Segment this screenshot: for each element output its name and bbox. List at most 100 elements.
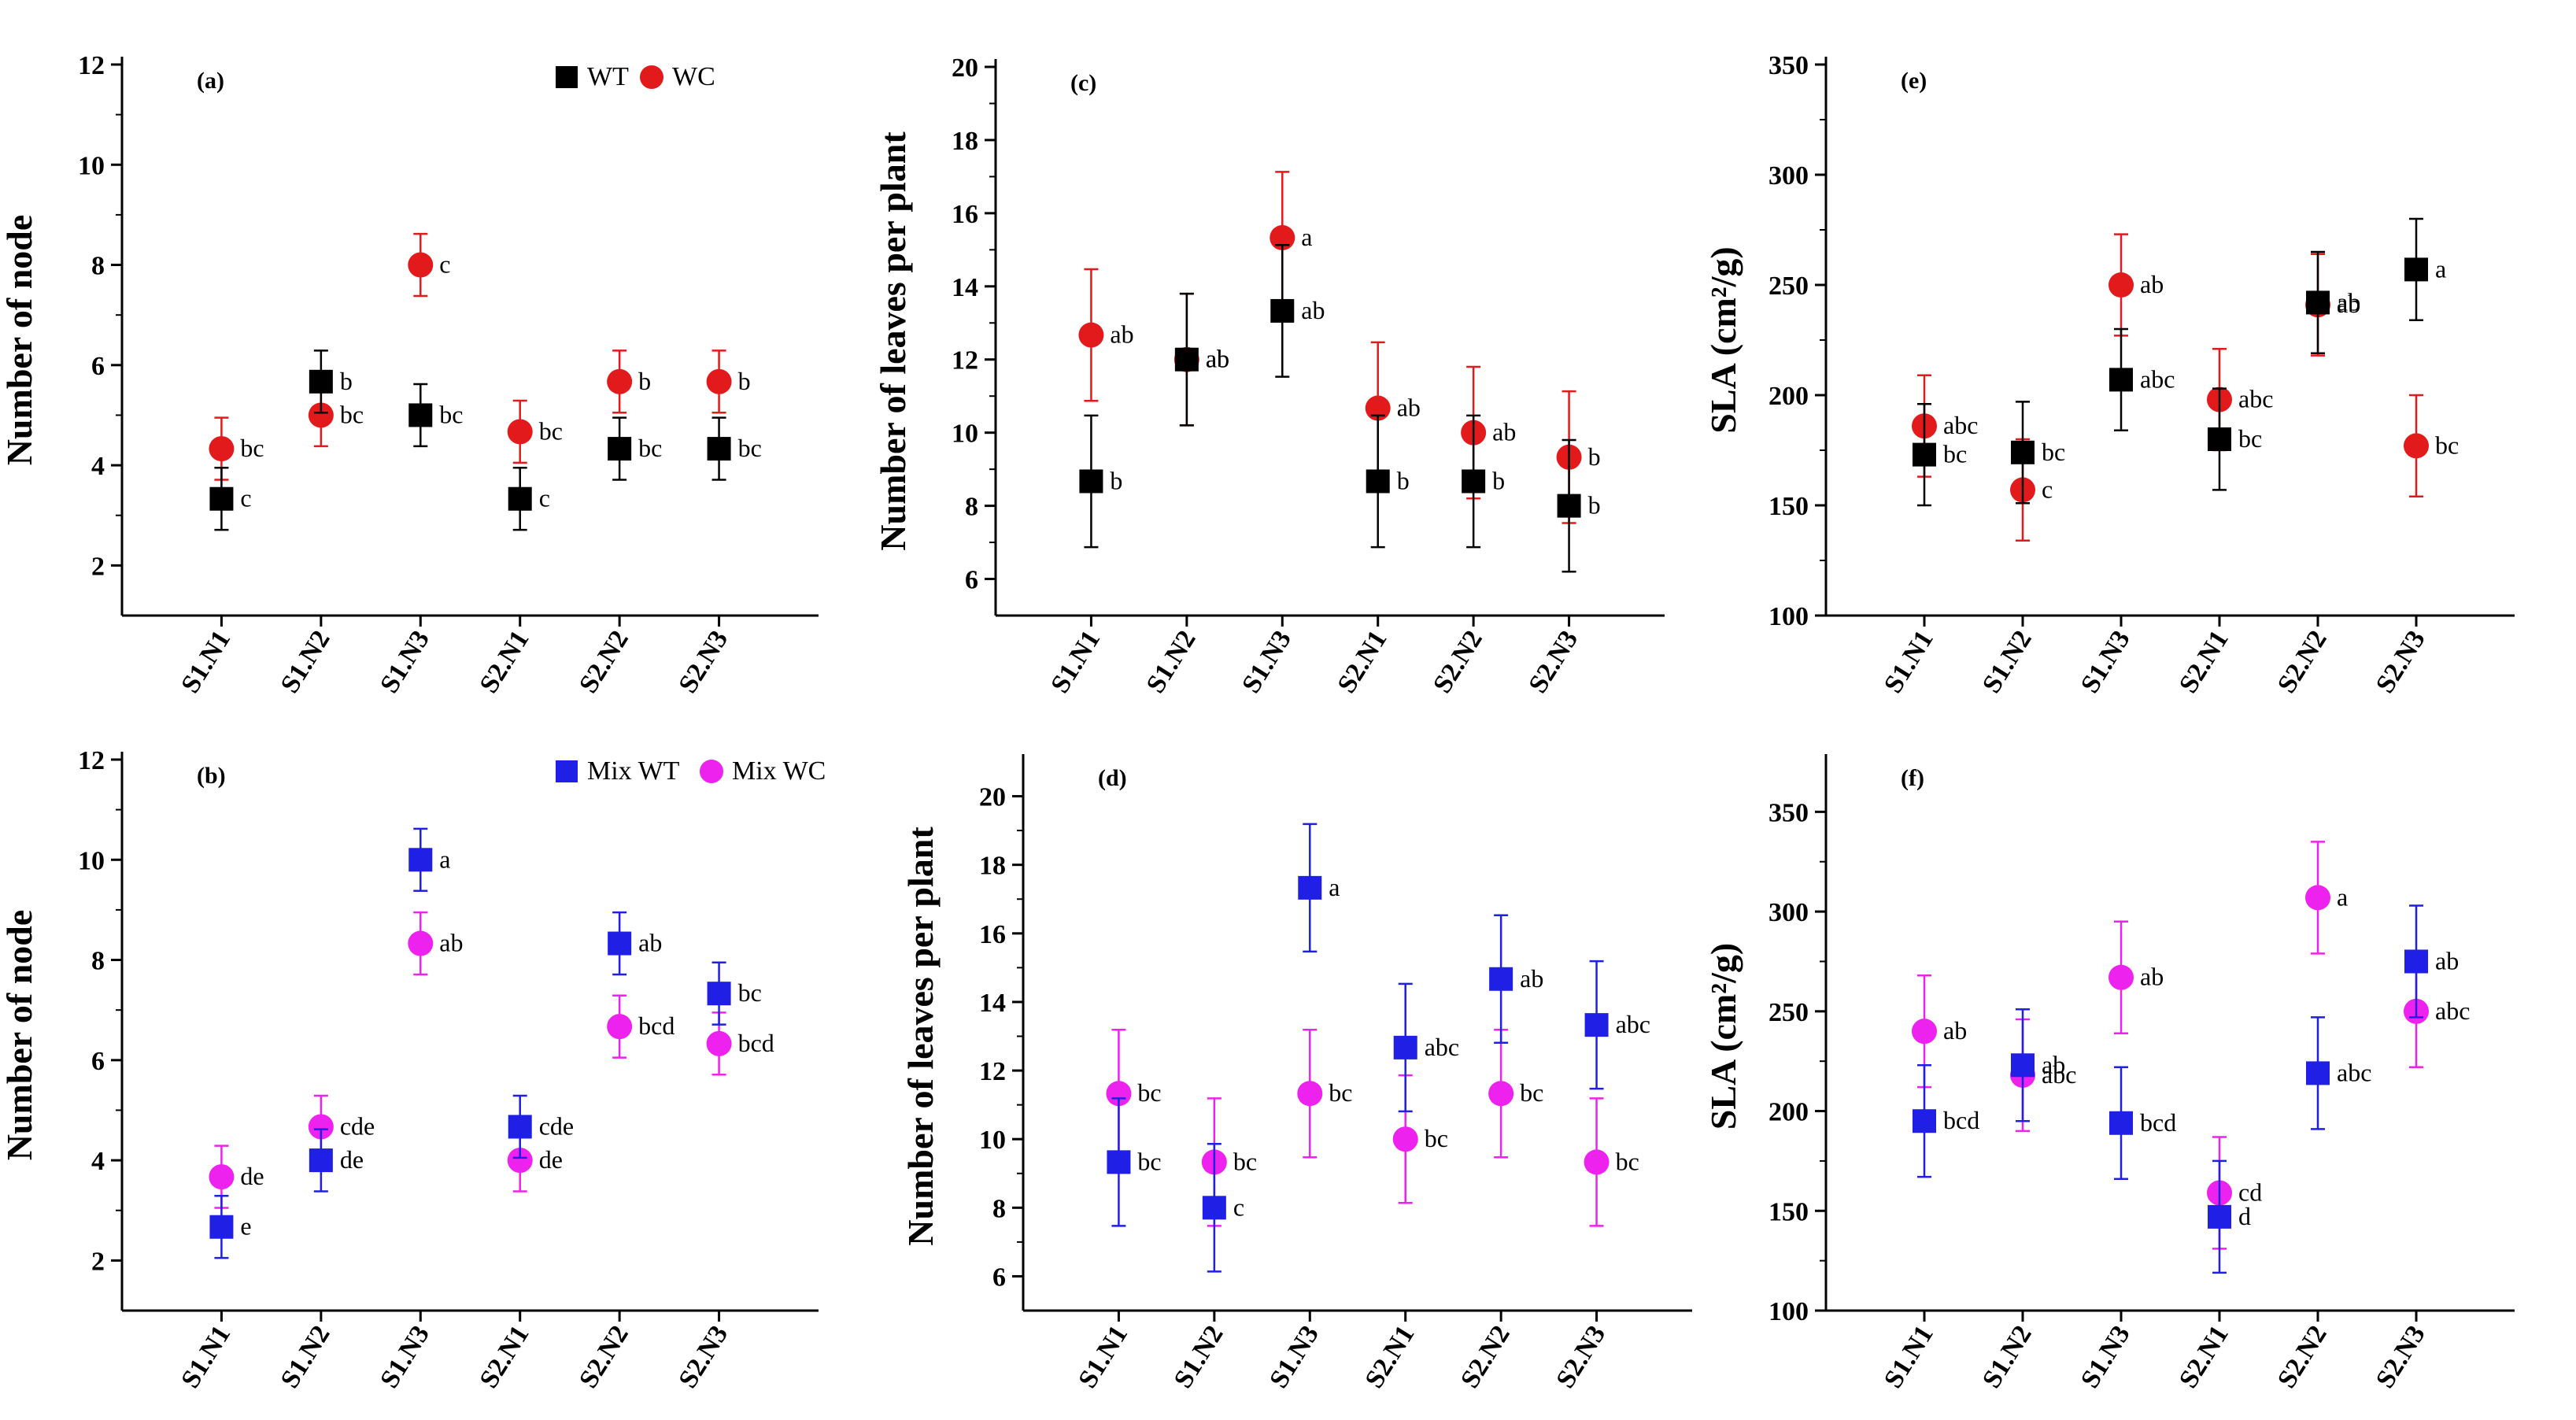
significance-letter: bc (2435, 431, 2459, 459)
x-tick-label: S2.N1 (475, 626, 535, 699)
panel-label: (f) (1901, 765, 1924, 791)
significance-letter: ab (2140, 963, 2164, 991)
x-tick-label: S2.N2 (2272, 1321, 2333, 1394)
data-point-circle (1106, 1081, 1132, 1107)
y-tick-label: 10 (78, 151, 105, 180)
legend-entry: Mix WC (732, 756, 826, 786)
data-point-square (1270, 298, 1295, 323)
legend-marker-circle (640, 65, 663, 89)
data-point-circle (1392, 1126, 1418, 1152)
significance-letter: bcd (738, 1029, 774, 1057)
significance-letter: ab (1492, 418, 1516, 446)
significance-letter: abc (1943, 411, 1978, 439)
x-tick-label: S1.N3 (2075, 626, 2136, 699)
y-tick-label: 10 (979, 1126, 1006, 1155)
data-point-square (2404, 257, 2428, 282)
significance-letter: bc (1137, 1147, 1161, 1175)
x-tick-label: S2.N2 (2272, 626, 2333, 699)
significance-letter: abc (1616, 1010, 1650, 1038)
significance-letter: cde (340, 1111, 375, 1140)
panel-e: 100 150 200 250 300 350 S1.N1 S1.N2 S1.N3 S2.N1 S2… (1703, 51, 2515, 698)
data-point-circle (408, 252, 434, 278)
y-tick-label: 16 (952, 200, 978, 229)
x-tick-label: S2.N1 (1360, 1321, 1421, 1394)
significance-letter: ab (1520, 964, 1543, 993)
data-point-circle (1270, 224, 1295, 250)
y-axis-label: SLA (cm²/g) (1703, 943, 1743, 1130)
y-tick-label: 18 (952, 127, 978, 156)
data-point-circle (507, 419, 533, 445)
y-tick-label: 16 (979, 920, 1006, 949)
data-point-circle (607, 1014, 633, 1040)
significance-letter: ab (1206, 345, 1229, 373)
data-point-circle (706, 1030, 732, 1056)
data-point-circle (308, 402, 334, 428)
significance-letter: c (2042, 475, 2053, 503)
data-point-circle (1078, 322, 1104, 348)
significance-letter: cde (539, 1111, 574, 1140)
significance-letter: abc (2238, 385, 2273, 413)
panel-b: 2 4 6 8 10 12 S1.N1 S1.N2 S1.N3 S2.N1 S2.N2 S2.N3 Nu… (0, 746, 826, 1393)
data-point-square (1202, 1196, 1226, 1220)
x-tick-label: S1.N1 (176, 626, 236, 699)
panel-label: (e) (1901, 68, 1927, 94)
y-tick-label: 12 (952, 346, 978, 375)
significance-letter: b (1397, 466, 1410, 494)
panel-label: (d) (1098, 765, 1127, 791)
data-point-circle (706, 368, 732, 394)
data-point-square (309, 1148, 333, 1173)
y-tick-label: 6 (91, 352, 105, 381)
legend-entry: Mix WT (587, 756, 680, 786)
significance-letter: abc (2337, 1058, 2371, 1086)
data-point-square (209, 486, 234, 511)
significance-letter: ab (1301, 296, 1325, 324)
data-point-circle (2404, 433, 2429, 459)
significance-letter: bc (340, 400, 364, 428)
data-point-circle (2108, 272, 2134, 298)
data-point-square (209, 1215, 234, 1239)
x-tick-label: S1.N3 (1264, 1321, 1325, 1394)
significance-letter: bc (1616, 1147, 1639, 1175)
y-tick-label: 100 (1768, 1297, 1809, 1326)
y-tick-label: 200 (1768, 1098, 1809, 1127)
x-tick-label: S2.N1 (1332, 626, 1393, 699)
data-point-square (2109, 368, 2133, 392)
significance-letter: ab (439, 929, 463, 957)
x-tick-label: S2.N3 (2371, 626, 2431, 699)
significance-letter: ab (2435, 946, 2459, 974)
legend-entry: WT (587, 62, 629, 91)
significance-letter: ab (1206, 345, 1229, 373)
data-point-circle (209, 436, 235, 462)
significance-letter: c (439, 250, 450, 279)
y-tick-label: 4 (91, 1147, 105, 1176)
data-point-square (1079, 469, 1103, 494)
data-point-circle (1488, 1081, 1514, 1107)
panel-f: 100 150 200 250 300 350 S1.N1 S1.N2 S1.N3 S2.N1 S2… (1703, 754, 2515, 1393)
significance-letter: bcd (1943, 1106, 1979, 1134)
panel-c: 6 8 10 12 14 16 18 20 S1.N1 S1.N2 S1.N3 S2.N1 S2.N2 S… (873, 54, 1665, 698)
data-point-square (2306, 1061, 2330, 1085)
y-axis-label: SLA (cm²/g) (1703, 246, 1743, 433)
y-tick-label: 12 (78, 746, 105, 775)
significance-letter: abc (2140, 364, 2175, 393)
y-tick-label: 350 (1768, 51, 1809, 80)
significance-letter: bc (1233, 1147, 1257, 1175)
y-axis-label: Number of node (0, 215, 39, 466)
x-tick-label: S1.N1 (1879, 626, 1939, 699)
panel-label: (b) (197, 763, 226, 789)
significance-letter: de (539, 1145, 563, 1174)
x-tick-label: S2.N1 (475, 1321, 535, 1394)
significance-letter: c (1233, 1193, 1244, 1221)
data-point-square (1393, 1035, 1417, 1059)
y-tick-label: 4 (91, 452, 105, 481)
significance-letter: b (638, 367, 651, 395)
x-tick-label: S2.N3 (2371, 1321, 2431, 1394)
y-tick-label: 300 (1768, 898, 1809, 927)
x-tick-label: S1.N1 (1073, 1321, 1133, 1394)
data-point-circle (1584, 1149, 1610, 1175)
x-tick-label: S1.N1 (1045, 626, 1106, 699)
x-tick-label: S1.N2 (275, 1321, 336, 1394)
panel-d: 6 8 10 12 14 16 18 20 S1.N1 S1.N2 S1.N3 S2.N1 S2.N2 S… (900, 754, 1692, 1393)
significance-letter: a (439, 845, 450, 873)
